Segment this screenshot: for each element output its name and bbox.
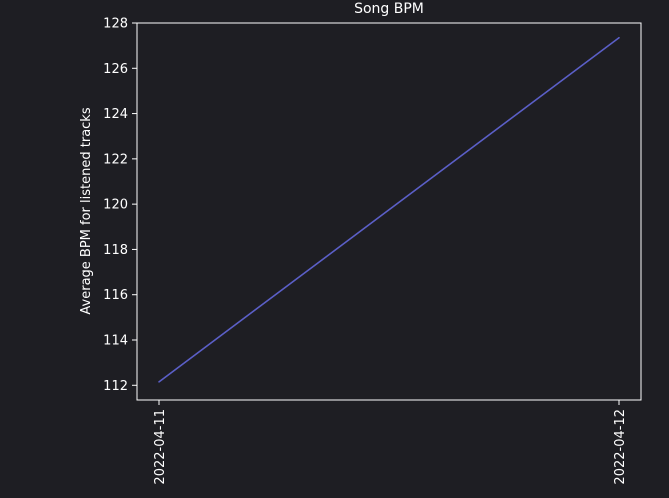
y-tick-label: 122 xyxy=(103,152,128,167)
y-axis-label: Average BPM for listened tracks xyxy=(79,107,94,314)
y-tick-label: 126 xyxy=(103,62,128,77)
y-tick-label: 128 xyxy=(103,17,128,32)
series-line xyxy=(158,37,620,383)
y-tick-label: 120 xyxy=(103,198,128,213)
data-point xyxy=(158,381,160,383)
y-tick-label: 114 xyxy=(103,333,128,348)
plot-area xyxy=(136,22,642,401)
x-axis-ticks: 2022-04-11 2022-04-12 xyxy=(153,400,628,485)
y-tick-label: 116 xyxy=(103,288,128,303)
y-tick-label: 118 xyxy=(103,243,128,258)
data-point xyxy=(618,36,620,39)
x-tick-label: 2022-04-12 xyxy=(613,409,628,485)
y-tick-label: 124 xyxy=(103,107,128,122)
x-tick-label: 2022-04-11 xyxy=(153,409,168,485)
series-group xyxy=(158,36,620,383)
chart-title: Song BPM xyxy=(354,1,424,17)
y-axis-ticks: 112 114 116 118 120 122 124 126 128 xyxy=(103,17,137,394)
y-tick-label: 112 xyxy=(103,379,128,394)
